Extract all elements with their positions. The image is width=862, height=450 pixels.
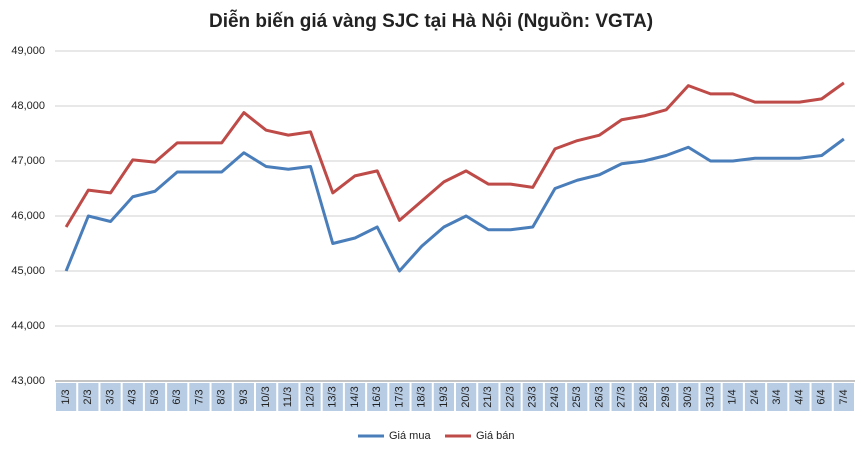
category-box <box>367 383 388 411</box>
x-tick-label: 2/3 <box>82 389 94 404</box>
x-tick-label: 23/3 <box>527 386 539 407</box>
x-tick-label: 8/3 <box>216 389 228 404</box>
x-tick-label: 31/3 <box>704 386 716 407</box>
category-box <box>589 383 610 411</box>
x-tick-label: 10/3 <box>260 386 272 407</box>
category-box <box>567 383 588 411</box>
category-box <box>744 383 766 411</box>
category-box <box>678 383 699 411</box>
x-tick-label: 14/3 <box>349 386 361 407</box>
x-tick-label: 3/3 <box>104 389 116 404</box>
category-box <box>500 383 521 411</box>
category-box <box>344 383 366 411</box>
category-box <box>789 383 810 411</box>
x-tick-label: 19/3 <box>438 386 450 407</box>
x-tick-label: 17/3 <box>393 386 405 407</box>
x-tick-label: 11/3 <box>282 387 294 408</box>
category-box <box>300 383 321 411</box>
category-box <box>56 383 77 411</box>
x-tick-label: 4/3 <box>127 389 139 404</box>
category-box <box>722 383 743 411</box>
category-box <box>544 383 566 411</box>
series-line <box>64 137 845 273</box>
category-box <box>233 383 254 411</box>
x-tick-label: 6/3 <box>171 389 183 404</box>
category-box <box>411 383 432 411</box>
x-tick-label: 13/3 <box>327 386 339 407</box>
x-tick-label: 26/3 <box>593 386 605 407</box>
category-box <box>278 383 299 411</box>
y-tick-label: 49,000 <box>11 45 45 57</box>
x-tick-label: 16/3 <box>371 386 383 407</box>
x-tick-label: 29/3 <box>660 386 672 407</box>
x-tick-label: 2/4 <box>749 389 761 404</box>
category-box <box>833 383 854 411</box>
x-tick-label: 22/3 <box>504 386 516 407</box>
category-box <box>189 383 210 411</box>
chart-title: Diễn biến giá vàng SJC tại Hà Nội (Nguồn… <box>209 10 653 32</box>
category-box <box>122 383 143 411</box>
x-tick-label: 5/3 <box>149 389 161 404</box>
category-box <box>700 383 721 411</box>
x-tick-label: 7/3 <box>193 389 205 404</box>
x-tick-label: 6/4 <box>816 389 828 404</box>
y-tick-label: 46,000 <box>11 210 45 222</box>
x-tick-label: 1/4 <box>727 389 739 404</box>
category-box <box>144 383 166 411</box>
x-tick-label: 18/3 <box>416 386 428 407</box>
category-box <box>322 383 343 411</box>
x-tick-label: 21/3 <box>482 386 494 407</box>
legend-label: Giá bán <box>476 430 515 442</box>
x-tick-label: 3/4 <box>771 389 783 404</box>
x-tick-label: 28/3 <box>638 386 650 407</box>
category-box <box>78 383 99 411</box>
x-tick-label: 7/4 <box>838 389 850 404</box>
x-tick-label: 9/3 <box>238 389 250 404</box>
y-tick-label: 43,000 <box>11 375 45 387</box>
category-box <box>389 383 410 411</box>
y-tick-label: 48,000 <box>11 100 45 112</box>
series-line <box>64 81 845 228</box>
x-tick-label: 1/3 <box>60 389 72 404</box>
y-tick-label: 44,000 <box>11 320 45 332</box>
category-box <box>811 383 832 411</box>
category-box <box>456 383 477 411</box>
legend-label: Giá mua <box>389 430 431 442</box>
x-tick-label: 12/3 <box>304 386 316 407</box>
x-tick-label: 20/3 <box>460 386 472 407</box>
category-box <box>656 383 677 411</box>
x-tick-label: 4/4 <box>793 389 805 404</box>
x-tick-label: 24/3 <box>549 386 561 407</box>
category-box <box>633 383 654 411</box>
y-tick-label: 45,000 <box>11 265 45 277</box>
category-box <box>256 383 277 411</box>
category-box <box>167 383 188 411</box>
x-tick-label: 30/3 <box>682 386 694 407</box>
category-box <box>611 383 632 411</box>
category-box <box>767 383 788 411</box>
category-box <box>100 383 121 411</box>
category-box <box>433 383 454 411</box>
y-tick-label: 47,000 <box>11 155 45 167</box>
category-box <box>211 383 232 411</box>
category-box <box>522 383 543 411</box>
category-box <box>478 383 499 411</box>
x-tick-label: 25/3 <box>571 386 583 407</box>
x-tick-label: 27/3 <box>616 386 628 407</box>
